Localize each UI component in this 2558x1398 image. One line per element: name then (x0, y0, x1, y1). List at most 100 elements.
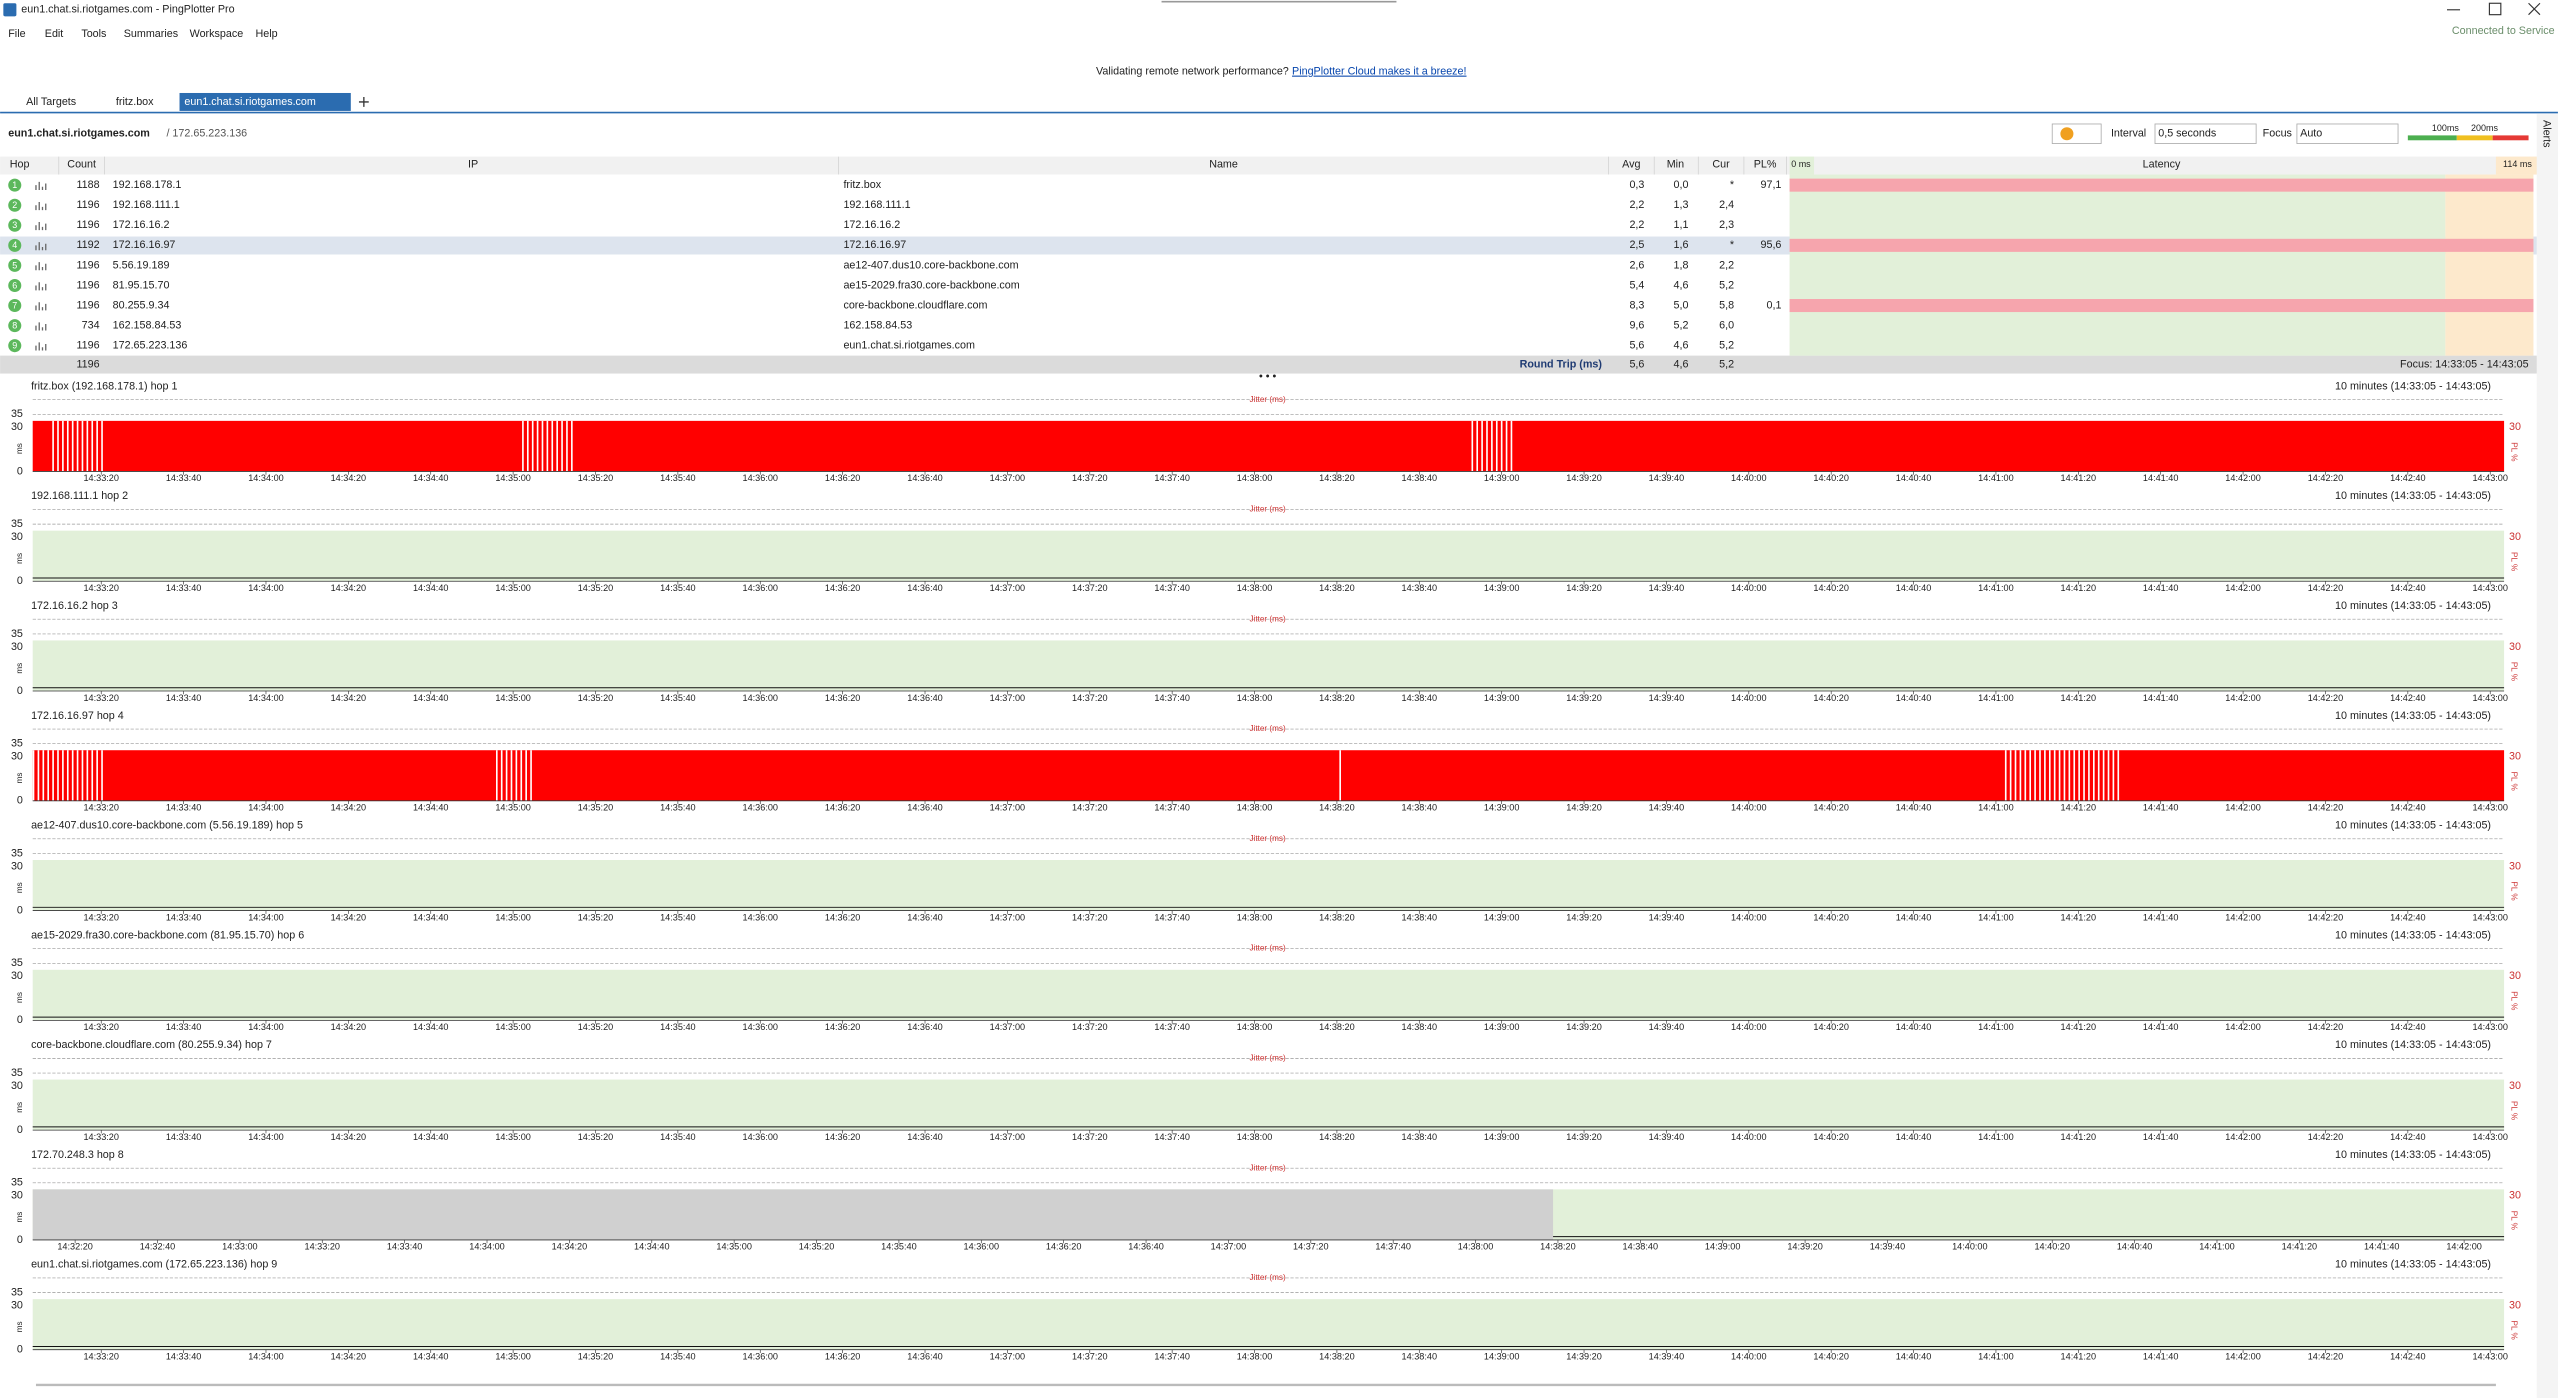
close[interactable] (2528, 2, 2541, 16)
count: 1196 (76, 199, 99, 211)
loss-gap (101, 420, 103, 472)
ip: 172.16.16.2 (113, 219, 170, 231)
x-tick-label: 14:42:00 (2225, 583, 2261, 593)
x-tick-label: 14:37:20 (1293, 1242, 1329, 1252)
pause-button[interactable] (2051, 123, 2102, 144)
x-tick-label: 14:34:20 (331, 912, 367, 922)
x-tick-label: 14:42:40 (2390, 912, 2426, 922)
x-tick-label: 14:35:40 (881, 1242, 917, 1252)
x-tick-label: 14:34:00 (248, 1132, 284, 1142)
cur: 5,8 (1719, 299, 1734, 311)
graph-icon (35, 201, 47, 211)
x-tick-label: 14:42:00 (2225, 1351, 2261, 1361)
loss-gap (551, 420, 554, 472)
x-tick-label: 14:32:20 (57, 1242, 93, 1252)
loss-gap (96, 750, 98, 801)
x-tick-label: 14:42:20 (2308, 1351, 2344, 1361)
menu-item[interactable]: Tools (81, 28, 106, 40)
interval-select[interactable] (2154, 123, 2257, 144)
x-tick-label: 14:34:00 (248, 1351, 284, 1361)
x-tick-label: 14:35:20 (578, 803, 614, 813)
hop-badge (8, 258, 22, 272)
x-tick-label: 14:35:20 (578, 1132, 614, 1142)
x-tick-label: 14:35:20 (799, 1242, 835, 1252)
x-tick-label: 14:37:40 (1375, 1242, 1411, 1252)
graph-range: 10 minutes (14:33:05 - 14:43:05) (2335, 929, 2491, 941)
maximize[interactable] (2488, 2, 2502, 16)
banner-link[interactable]: PingPlotter Cloud makes it a breeze! (1292, 66, 1466, 78)
menu-item[interactable]: Summaries (124, 28, 178, 40)
loss-gap (86, 420, 89, 472)
tab[interactable]: eun1.chat.si.riotgames.com (184, 96, 315, 108)
y-label: 30 (11, 1080, 23, 1092)
x-tick-label: 14:42:20 (2308, 1132, 2344, 1142)
menu-item[interactable]: Edit (45, 28, 64, 40)
avg: 5,6 (1629, 340, 1644, 352)
x-tick-label: 14:37:00 (990, 1022, 1026, 1032)
x-tick-label: 14:42:20 (2308, 473, 2344, 483)
x-tick-label: 14:42:40 (2390, 803, 2426, 813)
x-tick-label: 14:42:20 (2308, 583, 2344, 593)
add-tab[interactable] (358, 97, 369, 107)
x-tick-label: 14:34:00 (248, 912, 284, 922)
loss-band (1789, 178, 2534, 192)
focus-select[interactable] (2296, 123, 2399, 144)
x-tick-label: 14:40:20 (1813, 1132, 1849, 1142)
loss-gap (522, 420, 524, 472)
jitter-label: Jitter (ms) (1249, 505, 1285, 514)
x-tick-label: 14:42:20 (2308, 1022, 2344, 1032)
side-panel (2536, 114, 2558, 1398)
y-label: 30 (11, 751, 23, 763)
hop-number: 8 (12, 320, 17, 330)
x-tick-label: 14:40:40 (1896, 473, 1932, 483)
plot-area (32, 750, 2505, 801)
x-tick-label: 14:42:40 (2390, 1132, 2426, 1142)
x-tick-label: 14:33:20 (83, 473, 119, 483)
side-tab[interactable]: Alerts (2541, 120, 2553, 147)
pl-label: 30 (2509, 1080, 2521, 1092)
x-tick-label: 14:36:20 (825, 912, 861, 922)
menu-item[interactable]: Help (256, 28, 278, 40)
jitter-label: Jitter (ms) (1249, 834, 1285, 843)
x-tick-label: 14:34:40 (413, 1132, 449, 1142)
ip: 81.95.15.70 (113, 279, 170, 291)
x-tick-label: 14:41:20 (2061, 1132, 2097, 1142)
menu-item[interactable]: Workspace (190, 28, 244, 40)
table-footer-bg (0, 355, 2539, 374)
jitter-label: Jitter (ms) (1249, 724, 1285, 733)
hop-badge (8, 278, 22, 292)
ip: 172.65.223.136 (113, 340, 188, 352)
pl-unit: PL % (2510, 662, 2519, 681)
x-tick-label: 14:36:20 (825, 1022, 861, 1032)
interval-label: Interval (2111, 128, 2146, 140)
y-unit: ms (15, 1212, 24, 1223)
menu-item[interactable]: File (8, 28, 25, 40)
ip: 162.158.84.53 (113, 319, 182, 331)
x-tick-label: 14:38:20 (1540, 1242, 1576, 1252)
x-tick-label: 14:40:00 (1731, 1022, 1767, 1032)
x-tick-label: 14:41:40 (2143, 1022, 2179, 1032)
x-tick-label: 14:40:40 (2117, 1242, 2153, 1252)
x-tick-label: 14:43:00 (2472, 583, 2508, 593)
x-tick-label: 14:39:00 (1484, 1022, 1520, 1032)
cur: 6,0 (1719, 319, 1734, 331)
splitter[interactable]: • • • (1259, 371, 1277, 383)
no-data-area (32, 1189, 1554, 1240)
loss-gap (510, 750, 513, 801)
x-tick-label: 14:39:40 (1649, 583, 1685, 593)
x-tick-label: 14:40:40 (1896, 912, 1932, 922)
x-tick-label: 14:37:40 (1154, 1132, 1190, 1142)
loss-gap (500, 750, 503, 801)
x-tick-label: 14:38:00 (1237, 473, 1273, 483)
x-tick-label: 14:34:20 (331, 583, 367, 593)
plot-area (32, 530, 2505, 582)
x-tick-label: 14:37:40 (1154, 473, 1190, 483)
hop-badge (8, 178, 22, 192)
x-tick-label: 14:34:00 (469, 1242, 505, 1252)
loss-gap (546, 420, 549, 472)
latency-area-warn (2445, 174, 2534, 356)
tab[interactable]: All Targets (26, 96, 76, 108)
hop-number: 3 (12, 220, 17, 230)
tab[interactable]: fritz.box (116, 96, 154, 108)
min: 1,8 (1673, 259, 1688, 271)
